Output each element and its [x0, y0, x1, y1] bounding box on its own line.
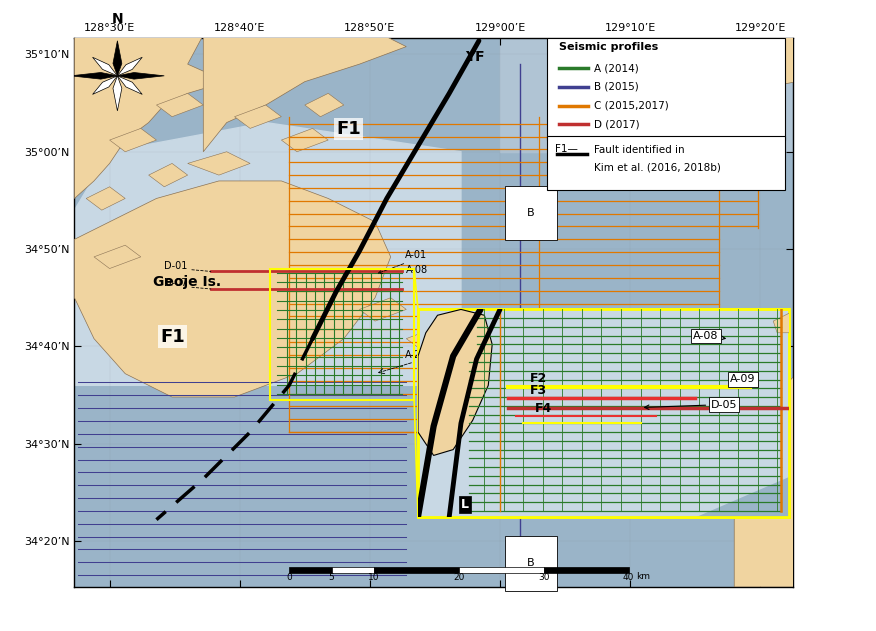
Polygon shape	[86, 187, 125, 210]
Text: F4: F4	[535, 401, 553, 415]
FancyBboxPatch shape	[547, 38, 785, 140]
Text: C: C	[688, 107, 696, 120]
Polygon shape	[94, 245, 141, 269]
Polygon shape	[93, 76, 117, 95]
Text: Fault identified in: Fault identified in	[594, 145, 684, 155]
Text: D (2017): D (2017)	[594, 119, 639, 129]
Polygon shape	[93, 57, 117, 76]
Polygon shape	[359, 298, 406, 321]
Polygon shape	[774, 309, 796, 333]
Polygon shape	[500, 35, 796, 151]
Text: 10: 10	[368, 574, 380, 582]
Text: D-07: D-07	[165, 278, 187, 288]
Text: A-09: A-09	[731, 374, 756, 384]
Text: Seismic profiles: Seismic profiles	[559, 42, 658, 52]
Bar	[332, 567, 374, 573]
Polygon shape	[235, 105, 281, 128]
Polygon shape	[117, 73, 165, 79]
Polygon shape	[281, 128, 328, 151]
Text: Geoje Is.: Geoje Is.	[152, 275, 221, 289]
Polygon shape	[113, 41, 122, 76]
Text: Kim et al. (2016, 2018b): Kim et al. (2016, 2018b)	[594, 162, 721, 172]
Text: C (2015,2017): C (2015,2017)	[594, 100, 668, 110]
Text: 30: 30	[538, 574, 549, 582]
Polygon shape	[149, 163, 187, 187]
Text: D-05: D-05	[645, 399, 738, 410]
Text: 40: 40	[623, 574, 634, 582]
Text: YF: YF	[465, 50, 484, 64]
FancyBboxPatch shape	[547, 136, 785, 190]
Text: F1: F1	[336, 121, 361, 138]
Bar	[374, 567, 459, 573]
Polygon shape	[418, 309, 492, 456]
Polygon shape	[71, 73, 117, 79]
Polygon shape	[110, 128, 157, 151]
Polygon shape	[418, 309, 796, 517]
Text: B: B	[527, 208, 535, 218]
Text: F1: F1	[160, 327, 185, 346]
Text: 0: 0	[286, 574, 292, 582]
Text: A (2014): A (2014)	[594, 63, 639, 73]
Polygon shape	[117, 76, 142, 95]
Polygon shape	[157, 93, 203, 117]
Text: N: N	[111, 12, 124, 27]
Polygon shape	[74, 181, 391, 397]
Polygon shape	[74, 35, 227, 199]
Bar	[270, 269, 414, 400]
Text: A-26: A-26	[405, 350, 427, 360]
Polygon shape	[74, 122, 461, 386]
Text: F2: F2	[530, 372, 547, 385]
Bar	[418, 309, 789, 517]
Text: km: km	[637, 572, 651, 581]
Text: 20: 20	[453, 574, 464, 582]
Polygon shape	[113, 76, 122, 111]
Polygon shape	[539, 35, 796, 93]
Polygon shape	[422, 309, 492, 415]
Bar	[289, 567, 332, 573]
Polygon shape	[305, 93, 344, 117]
Polygon shape	[117, 57, 142, 76]
Text: A-08: A-08	[406, 264, 428, 274]
Bar	[459, 567, 544, 573]
Polygon shape	[734, 374, 796, 587]
Text: B: B	[527, 401, 535, 411]
Text: A-08: A-08	[693, 331, 725, 341]
Polygon shape	[203, 35, 406, 151]
Text: B (2015): B (2015)	[594, 82, 639, 92]
Text: 5: 5	[328, 574, 335, 582]
Text: F3: F3	[530, 384, 547, 397]
Polygon shape	[187, 151, 251, 175]
Text: F1—: F1—	[555, 144, 577, 154]
Text: B: B	[527, 558, 535, 569]
Bar	[544, 567, 629, 573]
Polygon shape	[406, 327, 453, 350]
Text: D-01: D-01	[165, 261, 187, 271]
Text: L: L	[461, 498, 469, 511]
Text: A-01: A-01	[405, 250, 427, 260]
